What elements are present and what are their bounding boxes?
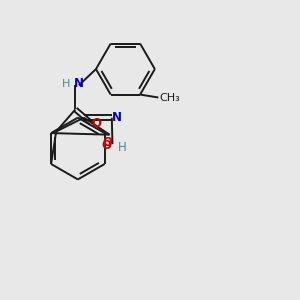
Text: O: O (101, 139, 111, 152)
Text: O: O (92, 117, 102, 130)
Text: O: O (102, 136, 112, 149)
Text: N: N (74, 77, 84, 90)
Text: H: H (118, 141, 127, 154)
Text: N: N (112, 111, 122, 124)
Text: H: H (62, 79, 70, 89)
Text: CH₃: CH₃ (160, 92, 181, 103)
